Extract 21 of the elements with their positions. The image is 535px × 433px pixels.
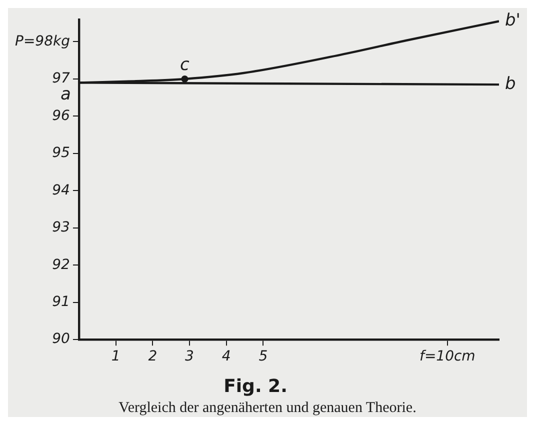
x-tick-label: 5 xyxy=(258,348,268,365)
annotation: c xyxy=(180,54,190,75)
y-tick-label: 93 xyxy=(52,220,70,236)
y-tick-label: 94 xyxy=(52,182,70,198)
text: Fig. 2. xyxy=(224,376,288,397)
x-tick-label: 1 xyxy=(111,348,120,365)
y-tick-label: 96 xyxy=(52,108,70,124)
x-tick-label: 4 xyxy=(222,348,231,365)
y-tick-label: 91 xyxy=(52,294,70,310)
x-tick-label: 3 xyxy=(185,348,194,365)
text: Vergleich der angenäherten und genauen Theorie. xyxy=(118,400,418,417)
x-tick-label: 2 xyxy=(148,348,158,365)
x-tick-label: f=10cm xyxy=(420,348,476,365)
annotation: b xyxy=(505,74,516,94)
y-tick-label: P=98kg xyxy=(14,33,70,50)
y-tick-label: 90 xyxy=(52,331,70,348)
y-tick-label: 97 xyxy=(52,70,70,87)
y-tick-label: 95 xyxy=(52,145,70,162)
annotation: b' xyxy=(505,10,520,31)
y-tick-label: 92 xyxy=(52,256,70,273)
annotation: a xyxy=(60,84,71,105)
